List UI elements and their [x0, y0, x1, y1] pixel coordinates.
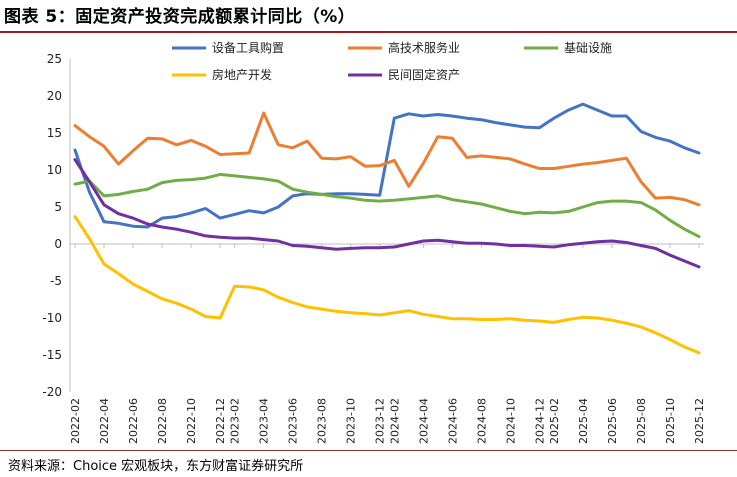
x-tick-label: 2024-02 [388, 398, 401, 444]
x-tick-label: 2025-10 [664, 398, 677, 444]
legend-label-3: 基础设施 [564, 41, 612, 55]
y-tick-label: 25 [47, 52, 62, 66]
x-tick-label: 2024-10 [504, 398, 517, 444]
x-tick-label: 2025-08 [635, 398, 648, 444]
x-tick-label: 2024-06 [446, 398, 459, 444]
y-tick-label: -10 [42, 311, 62, 325]
y-tick-label: 0 [54, 237, 62, 251]
series-line-2 [73, 111, 701, 207]
x-tick-label: 2022-12 [214, 398, 227, 444]
series-line-3 [73, 172, 701, 239]
x-tick-label: 2023-08 [316, 398, 329, 444]
x-tick-label: 2023-10 [345, 398, 358, 444]
x-tick-label: 2023-06 [287, 398, 300, 444]
y-tick-label: -15 [42, 348, 62, 362]
x-tick-label: 2025-06 [606, 398, 619, 444]
line-chart: 25 20 15 10 5 0 -5 -10 -15 -20 2022-02 2022-04 2022-… [42, 40, 706, 444]
x-tick-label: 2022-10 [185, 398, 198, 444]
series-line-4 [73, 215, 701, 355]
y-tick-label: -5 [50, 274, 62, 288]
x-tick-label: 2024-12 [533, 398, 546, 444]
x-tick-label: 2022-08 [156, 398, 169, 444]
x-tick-label: 2025-12 [693, 398, 706, 444]
legend-label-1: 设备工具购置 [212, 40, 284, 55]
x-tick-label: 2023-12 [374, 398, 387, 444]
source-rule [0, 450, 737, 451]
title-rule [0, 31, 737, 33]
y-tick-label: 10 [47, 163, 62, 177]
legend-label-2: 高技术服务业 [388, 40, 460, 55]
source-note: 资料来源：Choice 宏观板块，东方财富证券研究所 [8, 459, 304, 474]
legend-label-5: 民间固定资产 [388, 67, 460, 82]
chart-title: 图表 5：固定资产投资完成额累计同比（%） [4, 7, 356, 27]
series-line-1 [73, 102, 701, 229]
x-tick-label: 2025-02 [548, 398, 561, 444]
x-tick-label: 2023-02 [229, 398, 242, 444]
x-tick-label: 2022-04 [98, 398, 111, 444]
x-tick-label: 2022-06 [127, 398, 140, 444]
x-tick-label: 2024-08 [475, 398, 488, 444]
y-tick-label: 20 [47, 89, 62, 103]
x-tick-label: 2022-02 [69, 398, 82, 444]
x-tick-label: 2025-04 [577, 398, 590, 444]
legend-label-4: 房地产开发 [212, 67, 272, 82]
y-tick-label: 5 [54, 200, 62, 214]
x-tick-label: 2023-04 [258, 398, 271, 444]
y-tick-label: 15 [47, 126, 62, 140]
series-line-5 [73, 158, 701, 269]
x-tick-label: 2024-04 [417, 398, 430, 444]
y-tick-label: -20 [42, 385, 62, 399]
